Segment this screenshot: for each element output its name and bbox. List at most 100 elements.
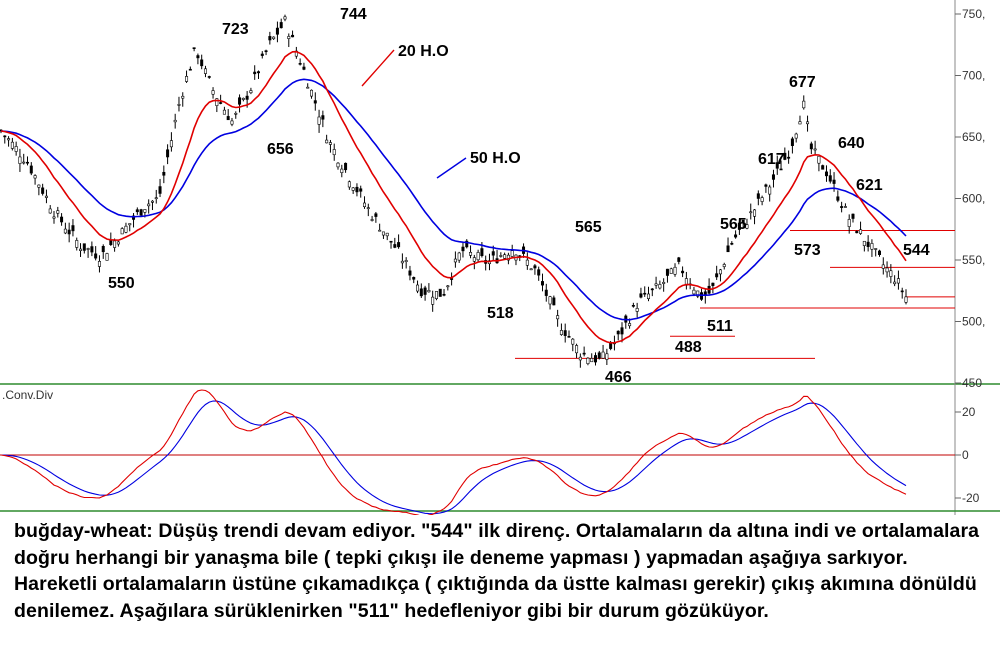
candle-body-230 xyxy=(870,243,874,250)
candle-body-106 xyxy=(400,260,404,264)
candle-body-140 xyxy=(529,268,533,271)
candle-body-111 xyxy=(419,288,423,297)
candle-body-35 xyxy=(132,215,136,220)
candle-body-192 xyxy=(726,245,730,253)
candle-body-33 xyxy=(124,225,128,233)
candle-body-12 xyxy=(44,195,48,198)
candle-body-3 xyxy=(10,141,14,149)
candle-body-95 xyxy=(359,188,363,192)
candle-body-55 xyxy=(207,76,211,78)
macd-line xyxy=(0,389,907,515)
candle-body-225 xyxy=(851,213,855,219)
candle-body-221 xyxy=(836,196,840,201)
price-label-518: 518 xyxy=(487,305,514,322)
candle-body-71 xyxy=(268,36,272,41)
candle-body-69 xyxy=(260,53,264,56)
ind-tick-label--20: -20 xyxy=(962,491,980,505)
candle-body-41 xyxy=(154,197,158,200)
conv-div-indicator: .Conv.Div 20 0 -20 xyxy=(0,388,980,515)
candle-body-86 xyxy=(325,139,329,144)
candle-body-51 xyxy=(192,47,196,49)
candle-body-170 xyxy=(643,292,647,295)
price-label-544: 544 xyxy=(903,242,930,259)
price-candles xyxy=(0,14,908,368)
candle-body-173 xyxy=(654,283,658,286)
candle-body-37 xyxy=(139,209,143,216)
candle-body-213 xyxy=(806,121,810,125)
candle-body-179 xyxy=(677,257,681,262)
candle-body-135 xyxy=(510,250,514,257)
candle-body-146 xyxy=(552,297,556,306)
candle-body-87 xyxy=(328,142,332,145)
candle-body-98 xyxy=(370,219,374,221)
candle-body-70 xyxy=(264,50,268,53)
candle-body-139 xyxy=(525,259,529,266)
candle-body-26 xyxy=(97,261,101,267)
candle-body-151 xyxy=(571,338,575,345)
candle-body-130 xyxy=(491,251,495,256)
candle-body-34 xyxy=(128,223,132,226)
candle-body-178 xyxy=(673,266,677,275)
candle-body-236 xyxy=(893,281,897,285)
candle-body-119 xyxy=(450,278,454,280)
candle-body-44 xyxy=(166,149,170,158)
candle-body-206 xyxy=(779,168,783,171)
candle-body-9 xyxy=(33,175,37,179)
price-label-621: 621 xyxy=(856,177,883,194)
candle-body-66 xyxy=(249,90,253,94)
candle-body-17 xyxy=(63,228,67,234)
candle-body-56 xyxy=(211,90,215,95)
signal-line xyxy=(0,400,907,515)
price-tick-label-450: 450 xyxy=(962,376,982,390)
candle-body-237 xyxy=(896,278,900,284)
price-y-axis: 450 500, 550, 600, 650, 700, 750, xyxy=(955,7,985,390)
candle-body-65 xyxy=(245,95,249,100)
candle-body-155 xyxy=(586,357,590,364)
candle-body-7 xyxy=(26,161,30,164)
candle-body-219 xyxy=(828,175,832,182)
price-tick-label-500: 500, xyxy=(962,315,985,329)
candle-body-67 xyxy=(253,71,257,75)
candle-body-160 xyxy=(605,353,609,360)
candle-body-142 xyxy=(537,269,541,276)
candle-body-94 xyxy=(355,186,359,193)
candle-body-77 xyxy=(291,34,295,38)
candle-body-110 xyxy=(416,284,420,292)
candle-body-123 xyxy=(465,240,469,248)
candle-body-46 xyxy=(173,119,177,123)
candle-body-61 xyxy=(230,120,234,125)
candle-body-224 xyxy=(847,219,851,227)
candle-body-176 xyxy=(665,268,669,276)
candle-body-97 xyxy=(366,207,370,209)
candle-body-84 xyxy=(317,116,321,125)
candle-body-100 xyxy=(378,229,382,232)
ind-tick-label-20: 20 xyxy=(962,405,976,419)
price-label-617: 617 xyxy=(758,151,785,168)
candle-body-195 xyxy=(737,222,741,230)
candle-body-20 xyxy=(75,240,79,248)
candle-body-148 xyxy=(559,330,563,335)
candle-body-197 xyxy=(745,224,749,229)
candle-body-118 xyxy=(446,285,450,288)
candle-body-141 xyxy=(533,265,537,269)
candle-body-48 xyxy=(181,95,185,99)
candle-body-159 xyxy=(601,351,605,359)
candle-body-215 xyxy=(813,148,817,151)
candle-body-73 xyxy=(275,27,279,35)
candle-body-145 xyxy=(548,296,552,305)
candle-body-210 xyxy=(794,133,798,139)
chart-frame xyxy=(0,0,1000,515)
candle-body-202 xyxy=(764,184,768,187)
candle-body-23 xyxy=(86,248,90,250)
candle-body-168 xyxy=(635,308,639,312)
candle-body-81 xyxy=(306,86,310,89)
candle-body-116 xyxy=(438,288,442,297)
candle-body-205 xyxy=(775,162,779,169)
candle-body-193 xyxy=(730,242,734,245)
candle-body-147 xyxy=(556,315,560,320)
candle-body-232 xyxy=(877,250,881,255)
candle-body-93 xyxy=(351,187,355,191)
moving-averages xyxy=(0,50,907,344)
candle-body-103 xyxy=(389,240,393,243)
candle-body-126 xyxy=(476,252,480,261)
